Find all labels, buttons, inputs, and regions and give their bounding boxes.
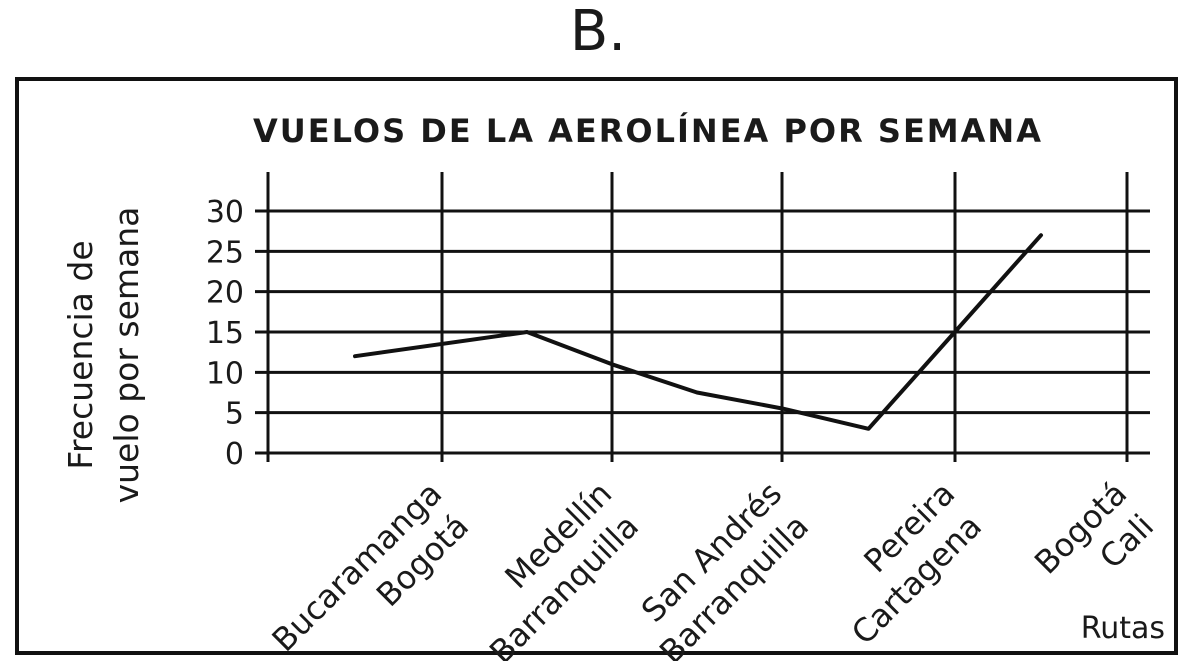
series-layer [353,233,1043,431]
figure-label: B. [569,0,627,64]
series-line-0 [353,233,1043,431]
y-tick-label-15: 15 [206,316,244,351]
y-tick-label-25: 25 [206,235,244,270]
grid [255,172,1150,462]
y-tick-label-10: 10 [206,356,244,391]
x-axis-label: Rutas [1081,611,1165,646]
y-tick-labels: 30 25 20 15 10 5 0 [206,195,244,472]
y-axis-label-line-1: Frecuencia de [61,240,100,469]
y-axis-label-line-2: vuelo por semana [107,207,146,504]
y-tick-label-20: 20 [206,276,244,311]
y-tick-label-0: 0 [225,437,244,472]
chart-frame [15,77,1178,655]
y-tick-label-5: 5 [225,397,244,432]
chart-title: VUELOS DE LA AEROLÍNEA POR SEMANA [253,112,1043,150]
y-tick-label-30: 30 [206,195,244,230]
